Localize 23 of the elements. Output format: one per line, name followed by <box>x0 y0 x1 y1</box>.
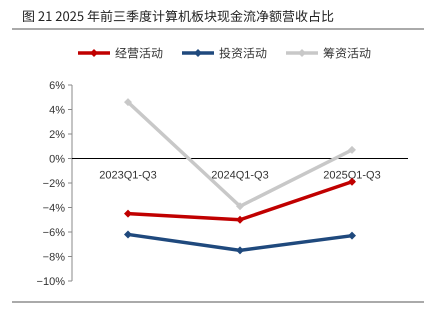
y-tick-label: −2% <box>42 178 66 190</box>
y-tick-label: −6% <box>42 227 66 239</box>
point <box>124 230 132 238</box>
legend-label: 投资活动 <box>219 44 268 62</box>
y-tick-label: 0% <box>49 154 66 166</box>
point <box>236 202 244 210</box>
y-tick-label: 6% <box>49 80 66 92</box>
y-tick-label: −4% <box>42 202 66 214</box>
x-tick-label: 2024Q1-Q3 <box>211 170 269 182</box>
point <box>236 246 244 254</box>
y-tick-label: −8% <box>42 252 66 264</box>
point <box>124 98 132 106</box>
y-tick-label: 2% <box>49 129 66 141</box>
point <box>236 216 244 224</box>
chart-title: 图 21 2025 年前三季度计算机板块现金流净额营收占比 <box>22 6 334 25</box>
legend-label: 筹资活动 <box>323 44 372 62</box>
x-tick-label: 2023Q1-Q3 <box>99 170 157 182</box>
point <box>348 232 356 240</box>
y-tick-label: −10% <box>36 276 66 288</box>
point <box>348 146 356 154</box>
x-tick-label: 2025Q1-Q3 <box>323 170 381 182</box>
y-tick-label: 4% <box>49 104 66 116</box>
legend-label: 经营活动 <box>115 44 164 62</box>
